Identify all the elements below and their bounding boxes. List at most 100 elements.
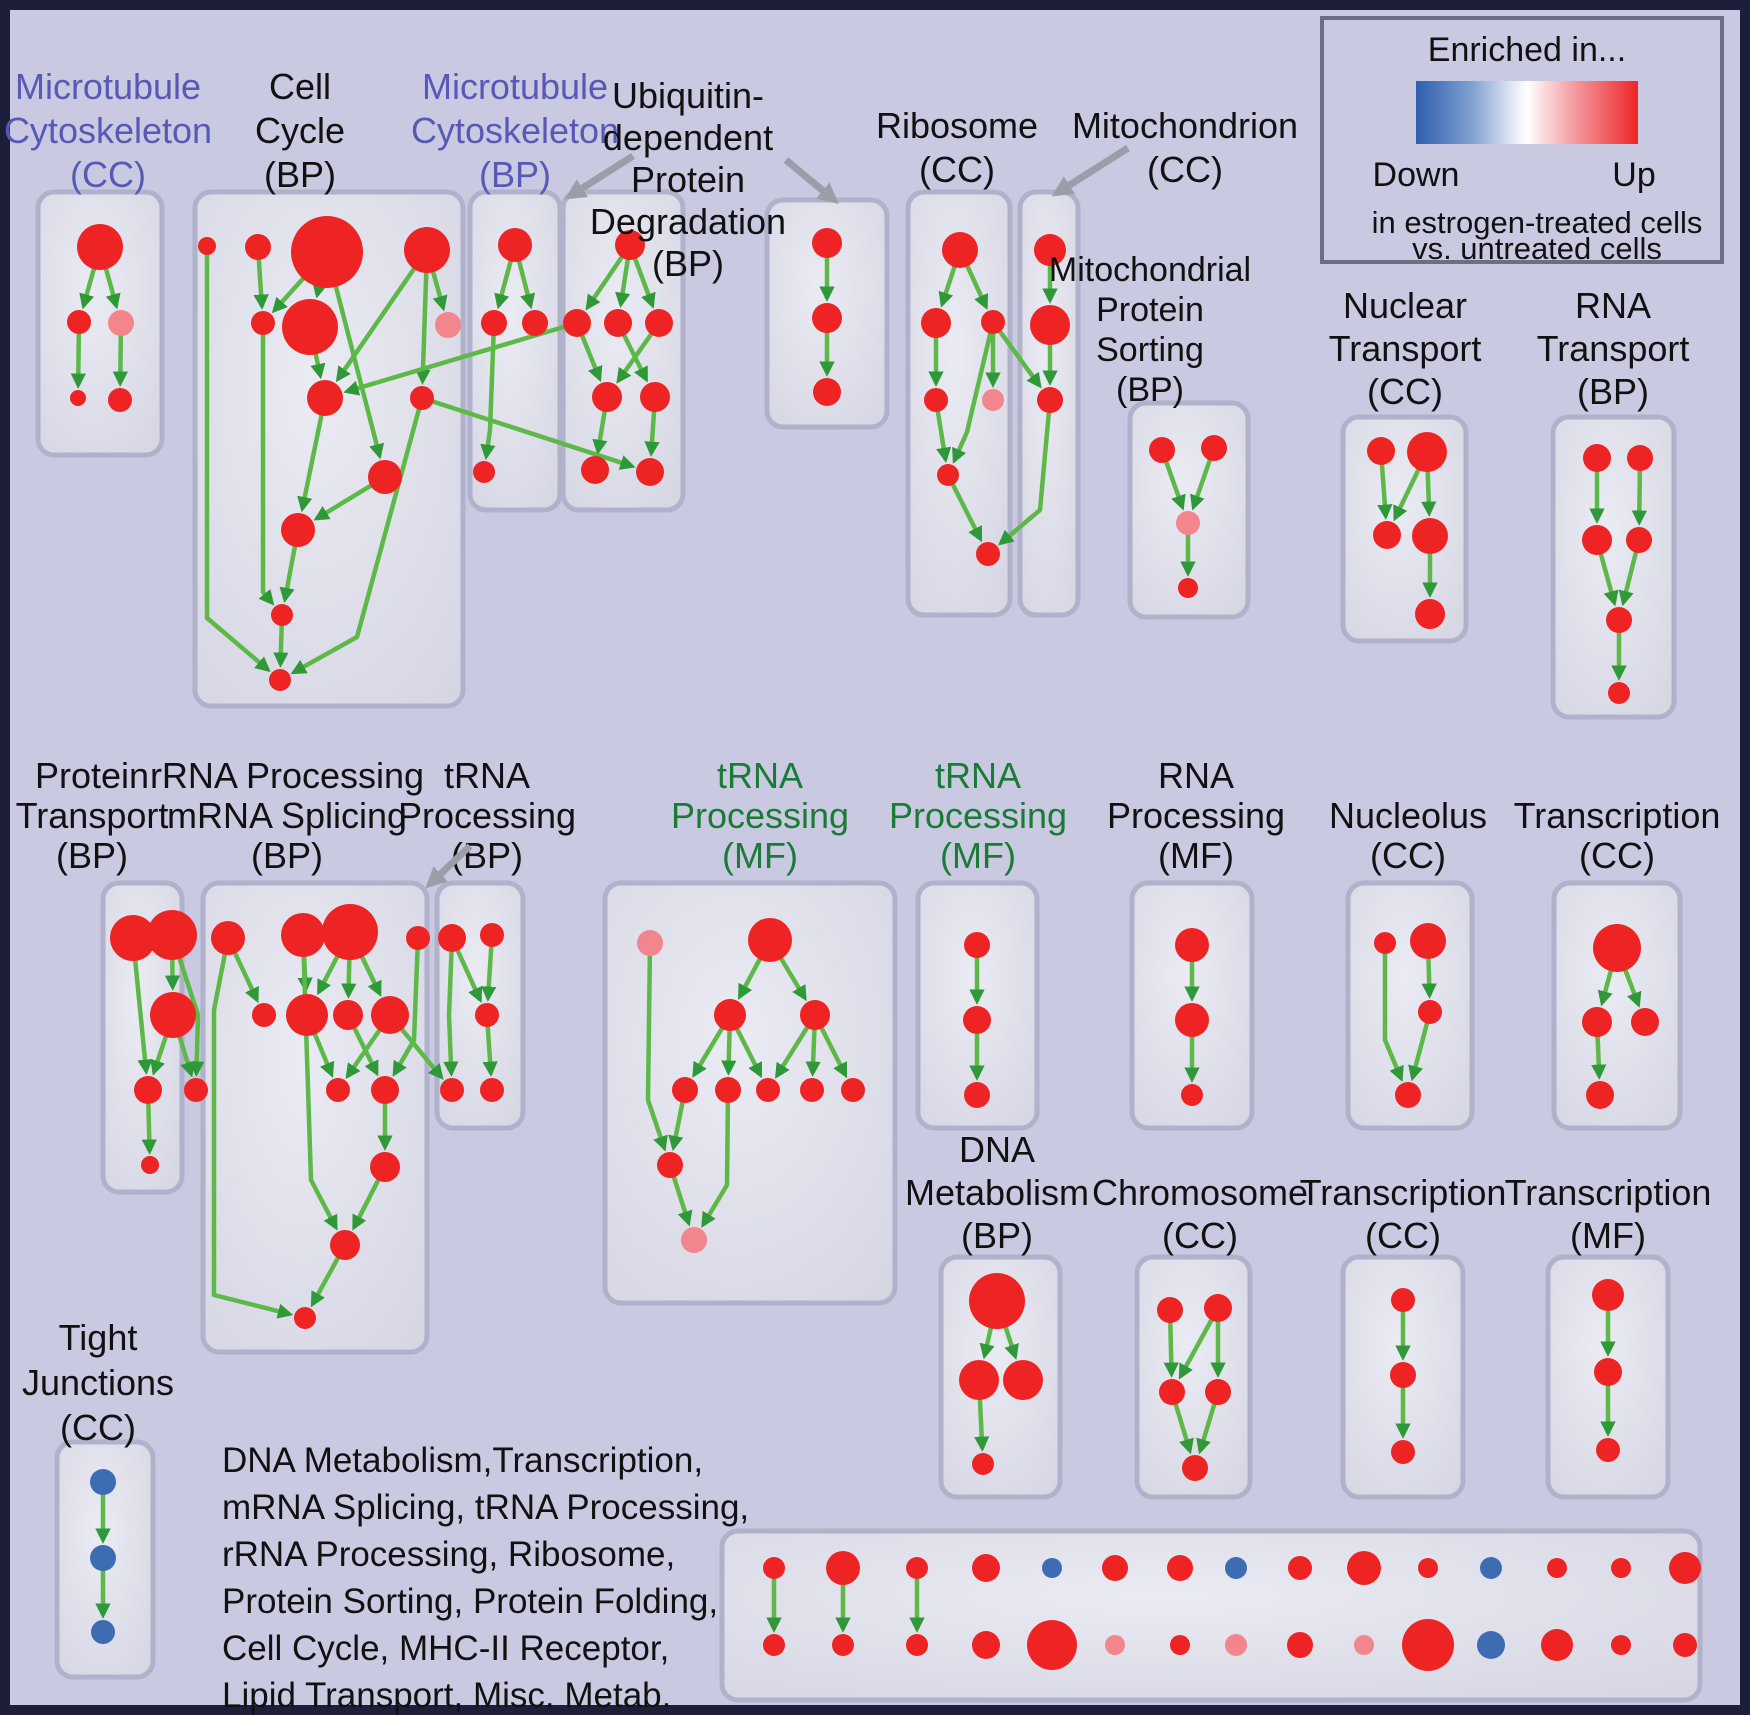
go-term-node-transcription-cc-bot-0 [1391,1288,1415,1312]
label-line: (CC) [1579,835,1655,876]
label-pointer-arrow-0 [564,153,635,200]
label-mitochondrion: Mitochondrion (CC) [1072,105,1298,190]
label-transcription-mf: Transcription (MF) [1505,1172,1712,1256]
label-line: Transport [1537,328,1690,369]
label-nucleolus: Nucleolus (CC) [1329,795,1487,876]
go-term-node-misc-categories-box-7 [972,1631,1000,1659]
go-term-node-ribosome-cc-0 [942,232,978,268]
label-line: Processing [1107,795,1285,836]
cluster-box-microtubule-cytoskeleton-bp [467,189,563,513]
label-pointer-arrow-2 [1051,145,1130,197]
label-rna-processing: RNA Processing (MF) [1107,755,1285,876]
label-line: Protein [631,159,745,200]
go-term-node-microtubule-cytoskeleton-bp-0 [498,228,532,262]
label-line: Junctions [22,1362,174,1403]
go-term-node-transcription-cc-mid-1 [1582,1007,1612,1037]
label-line: Protein [35,755,149,796]
label-line: Transcription [1514,795,1721,836]
go-term-node-ubiquitin-degradation-chain-0 [812,228,842,258]
go-term-node-rrna-processing-mrna-splicing-bp-4 [252,1003,276,1027]
label-line: Processing [398,795,576,836]
go-term-node-misc-categories-box-25 [1541,1629,1573,1661]
label-line: Degradation [590,201,786,242]
go-term-node-transcription-cc-mid-3 [1586,1081,1614,1109]
go-term-node-mitochondrial-protein-sorting-bp-3 [1178,578,1198,598]
go-term-node-mitochondrial-protein-sorting-bp-2 [1176,511,1200,535]
go-term-node-cell-cycle-bp-6 [435,312,461,338]
go-term-node-nucleolus-cc-0 [1374,932,1396,954]
label-line: Processing [889,795,1067,836]
go-term-node-misc-categories-box-11 [1105,1635,1125,1655]
edge-arrow-17 [204,246,271,673]
go-term-node-ribosome-cc-3 [924,388,948,412]
go-term-node-tight-junctions-cc-0 [90,1469,116,1495]
go-term-node-misc-categories-box-23 [1477,1631,1505,1659]
go-term-node-rrna-processing-mrna-splicing-bp-12 [294,1307,316,1329]
label-line: Mitochondrial [1049,251,1251,289]
go-term-node-nucleolus-cc-1 [1410,923,1446,959]
go-term-node-trna-processing-mf-small-2 [964,1082,990,1108]
label-line: mRNA Splicing [167,795,407,836]
go-term-node-cell-cycle-bp-0 [198,237,216,255]
edge-arrow-43 [991,320,1042,389]
label-line: Cell Cycle, MHC-II Receptor, [222,1629,669,1668]
go-term-node-trna-processing-bp-0 [438,924,466,952]
label-line: (BP) [652,243,724,284]
go-term-node-misc-categories-box-27 [1611,1635,1631,1655]
label-line: (CC) [1367,371,1443,412]
label-misc-category-list: DNA Metabolism,Transcription, mRNA Splici… [222,1441,749,1715]
label-line: rRNA Processing [150,755,424,796]
label-trna-mf-small: tRNA Processing (MF) [889,755,1067,876]
label-line: (BP) [251,835,323,876]
go-term-node-ubiquitin-degradation-bp-6 [581,456,609,484]
go-term-node-transcription-cc-bot-1 [1390,1362,1416,1388]
label-line: DNA Metabolism,Transcription, [222,1441,703,1480]
go-term-node-cell-cycle-bp-12 [269,669,291,691]
go-term-node-protein-transport-bp-2 [150,992,196,1038]
go-term-node-misc-categories-box-24 [1547,1558,1567,1578]
go-term-node-cell-cycle-bp-9 [368,460,402,494]
go-term-node-chromosome-cc-4 [1182,1455,1208,1481]
label-line: (BP) [961,1215,1033,1256]
label-microtubule-cc: Microtubule Cytoskeleton (CC) [4,66,212,195]
edge-arrow-15 [258,323,275,606]
go-term-node-ubiquitin-degradation-bp-5 [640,382,670,412]
go-term-node-misc-categories-box-15 [1225,1634,1247,1656]
go-term-node-trna-processing-mf-small-0 [964,932,990,958]
go-term-node-chromosome-cc-3 [1205,1379,1231,1405]
go-term-node-mitochondrial-protein-sorting-bp-1 [1201,435,1227,461]
cluster-box-nuclear-transport-cc [1340,414,1469,644]
go-term-node-misc-categories-box-6 [972,1554,1000,1582]
go-term-node-transcription-mf-bot-0 [1592,1279,1624,1311]
label-line: tRNA [935,755,1021,796]
label-line: RNA [1575,285,1651,326]
go-term-node-nuclear-transport-cc-2 [1373,521,1401,549]
label-line: Microtubule [422,66,608,107]
label-line: Transcription [1505,1172,1712,1213]
go-term-node-misc-categories-box-28 [1669,1552,1701,1584]
label-cell-cycle: Cell Cycle (BP) [255,66,345,195]
go-term-node-cell-cycle-bp-1 [245,234,271,260]
label-ribosome: Ribosome (CC) [876,105,1038,190]
label-line: Nucleolus [1329,795,1487,836]
go-term-node-trna-processing-mf-small-1 [963,1006,991,1034]
go-term-node-ubiquitin-degradation-chain-1 [812,303,842,333]
go-term-node-trna-processing-mf-large-4 [672,1077,698,1103]
go-term-node-microtubule-cytoskeleton-bp-3 [473,461,495,483]
go-term-node-trna-processing-mf-large-7 [800,1078,824,1102]
label-line: Cycle [255,110,345,151]
label-ubiquitin: Ubiquitin-dependent Protein Degradation (BP… [590,75,786,284]
go-term-node-misc-categories-box-21 [1402,1619,1454,1671]
go-term-node-trna-processing-bp-1 [480,923,504,947]
go-term-node-protein-transport-bp-3 [134,1076,162,1104]
go-term-node-mitochondrial-protein-sorting-bp-0 [1149,437,1175,463]
go-term-node-transcription-cc-mid-0 [1593,924,1641,972]
go-term-node-cell-cycle-bp-11 [271,604,293,626]
go-term-node-rrna-processing-mrna-splicing-bp-9 [371,1076,399,1104]
cluster-box-misc-categories-box [719,1528,1703,1703]
go-term-node-misc-categories-box-2 [826,1551,860,1585]
go-term-node-trna-processing-mf-large-5 [715,1077,741,1103]
go-term-node-dna-metabolism-bp-3 [972,1453,994,1475]
legend-subtitle-line1: in estrogen-treated cells [1372,205,1703,240]
edge-arrow-31 [421,395,636,470]
